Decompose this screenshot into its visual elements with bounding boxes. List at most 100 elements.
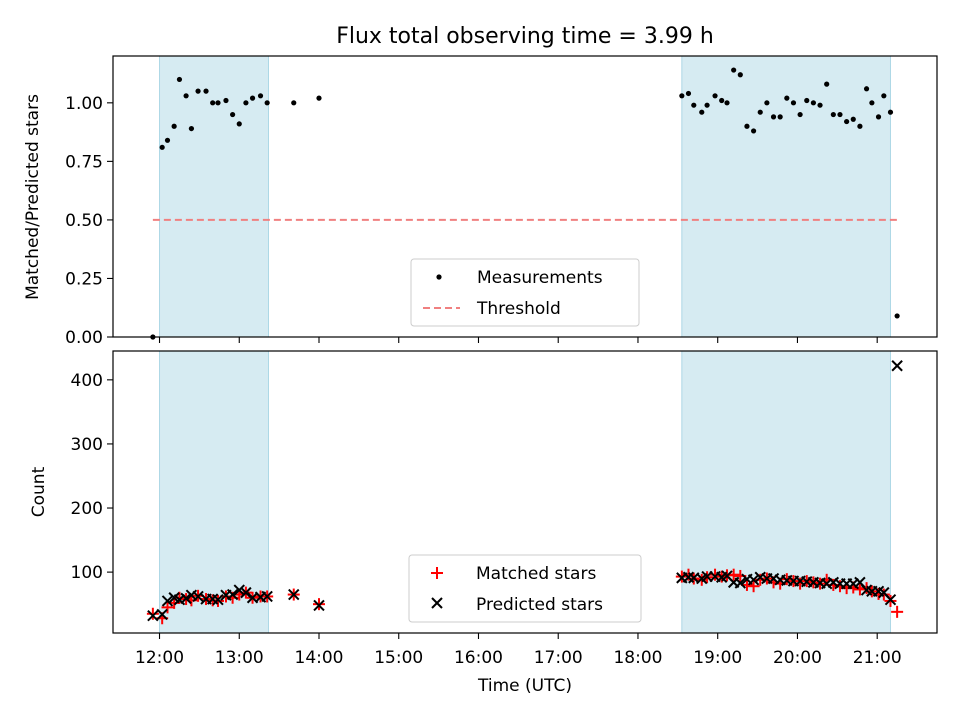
shaded-interval xyxy=(159,350,269,634)
x-axis-label: Time (UTC) xyxy=(477,676,572,696)
predicted-stars-point xyxy=(147,609,159,622)
measurement-point xyxy=(164,137,171,143)
predicted-stars-point xyxy=(891,360,903,372)
measurement-point xyxy=(249,95,256,101)
measurement-point xyxy=(817,102,823,108)
predicted-stars-point xyxy=(884,593,897,606)
measurement-point xyxy=(844,118,850,125)
measurement-point xyxy=(875,114,882,120)
count-panel: 100 200 300 400 12:00 13:00 14:00 15:00 16:00 17… xyxy=(29,350,938,696)
measurement-point xyxy=(790,100,797,106)
legend-threshold-label: Threshold xyxy=(476,299,561,319)
measurement-point xyxy=(863,86,870,92)
matched-stars-point xyxy=(161,601,174,614)
y-tick-label: 0.50 xyxy=(65,211,103,231)
predicted-stars-point xyxy=(313,599,325,612)
measurement-point xyxy=(316,95,322,101)
measurement-point xyxy=(784,95,790,101)
measurement-point xyxy=(159,144,165,150)
measurement-point xyxy=(243,100,249,106)
measurement-point xyxy=(236,121,242,127)
measurement-point xyxy=(857,123,863,129)
x-tick-label: 13:00 xyxy=(215,648,264,668)
measurement-point xyxy=(887,109,894,115)
count-panel-legend: Matched stars Predicted stars xyxy=(408,554,642,623)
ratio-panel-legend: Measurements Threshold xyxy=(410,258,640,327)
measurement-point xyxy=(691,102,697,108)
measurement-point xyxy=(731,67,737,73)
predicted-stars-point xyxy=(261,590,273,603)
predicted-stars-point xyxy=(747,574,760,586)
y-tick-label: 100 xyxy=(71,563,103,583)
measurement-point xyxy=(210,100,216,106)
predicted-stars-point xyxy=(180,592,192,605)
ratio-panel: 0.00 0.25 0.50 0.75 1.00 Matched/Predicted s… xyxy=(23,55,938,348)
y-tick-label: 0.25 xyxy=(65,269,103,289)
measurement-point xyxy=(850,116,856,122)
predicted-stars-point xyxy=(734,577,747,589)
measurement-point xyxy=(699,109,705,115)
ratio-panel-frame xyxy=(112,55,938,338)
ratio-panel-ylabel: Matched/Predicted stars xyxy=(23,94,43,300)
legend-measurements-marker xyxy=(436,274,442,280)
predicted-stars-point xyxy=(233,584,245,596)
measurement-point xyxy=(869,100,875,106)
legend-measurements-label: Measurements xyxy=(477,268,603,288)
legend-matched-label: Matched stars xyxy=(476,564,596,584)
y-tick-label: 0.75 xyxy=(65,152,103,172)
x-tick-label: 19:00 xyxy=(693,648,742,668)
legend-predicted-marker xyxy=(431,597,443,609)
measurement-point xyxy=(770,114,777,120)
measurement-point xyxy=(183,93,189,99)
x-tick-label: 14:00 xyxy=(295,648,344,668)
measurement-point xyxy=(837,111,843,118)
measurement-point xyxy=(291,100,297,106)
legend-predicted-label: Predicted stars xyxy=(476,595,603,615)
measurement-point xyxy=(230,111,236,118)
legend-matched-marker xyxy=(431,567,443,579)
measurement-point xyxy=(830,111,836,118)
measurement-point xyxy=(704,102,710,108)
measurement-point xyxy=(744,123,750,129)
measurement-point xyxy=(777,114,783,120)
matched-stars-point xyxy=(891,605,904,618)
measurement-point xyxy=(223,97,229,104)
measurement-point xyxy=(719,97,725,104)
predicted-stars-point xyxy=(240,586,252,599)
x-tick-label: 16:00 xyxy=(454,648,503,668)
y-tick-label: 1.00 xyxy=(65,94,103,114)
y-tick-label: 400 xyxy=(71,371,103,391)
x-tick-label: 15:00 xyxy=(374,648,423,668)
x-tick-label: 20:00 xyxy=(773,648,822,668)
measurement-point xyxy=(712,93,718,99)
predicted-stars-point xyxy=(288,588,300,601)
measurement-point xyxy=(264,100,270,106)
x-tick-label: 12:00 xyxy=(135,648,184,668)
figure-title: Flux total observing time = 3.99 h xyxy=(336,24,714,49)
measurement-point xyxy=(750,128,757,134)
count-panel-frame xyxy=(112,350,938,634)
matched-stars-point xyxy=(877,588,890,601)
y-tick-label: 200 xyxy=(71,499,103,519)
predicted-stars-point xyxy=(226,588,239,601)
predicted-stars-point xyxy=(161,595,174,607)
measurement-point xyxy=(679,93,685,99)
measurement-point xyxy=(188,125,195,132)
measurement-point xyxy=(737,72,743,78)
measurement-point xyxy=(881,93,887,99)
y-tick-label: 300 xyxy=(71,435,103,455)
x-tick-label: 21:00 xyxy=(853,648,902,668)
matched-stars-point xyxy=(146,607,159,620)
measurement-point xyxy=(824,81,830,87)
measurement-point xyxy=(804,97,810,104)
measurement-point xyxy=(894,313,900,319)
measurement-point xyxy=(797,111,803,118)
shaded-interval xyxy=(681,55,891,338)
measurement-point xyxy=(757,109,763,115)
measurement-point xyxy=(810,100,817,106)
measurement-point xyxy=(195,88,201,94)
measurement-point xyxy=(171,123,177,129)
measurement-point xyxy=(764,100,770,106)
measurement-point xyxy=(257,93,264,99)
matched-stars-point xyxy=(747,580,760,593)
